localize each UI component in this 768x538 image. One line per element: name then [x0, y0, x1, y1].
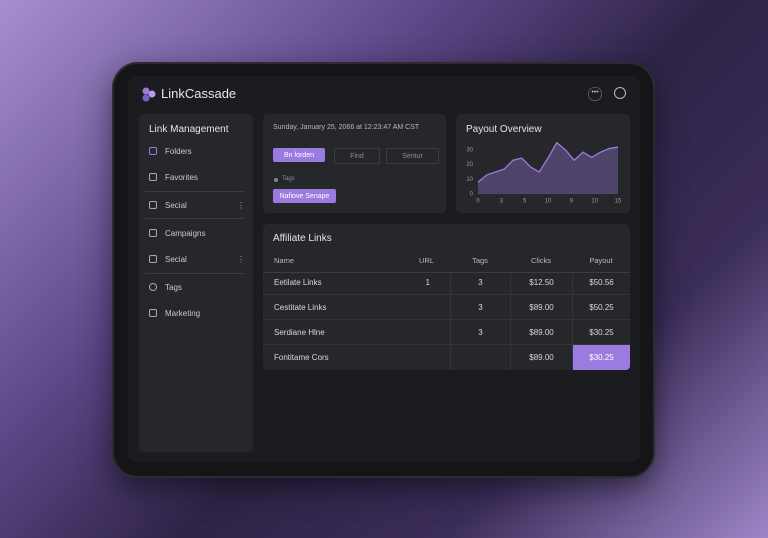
column-header: Clicks — [510, 248, 572, 273]
table-cell — [388, 320, 450, 345]
table-cell — [388, 345, 450, 370]
icon — [149, 173, 157, 181]
table-cell — [388, 295, 450, 320]
icon — [149, 147, 157, 155]
column-header: URL — [388, 248, 450, 273]
icon — [149, 229, 157, 237]
x-tick-label: 15 — [615, 199, 622, 205]
x-tick-label: 10 — [591, 199, 598, 205]
table-cell — [450, 345, 510, 370]
payout-chart: 0 10 20 30 0 3 5 10 9 10 15 — [466, 141, 622, 205]
divider — [145, 218, 245, 219]
divider — [145, 273, 245, 274]
menu-dots[interactable]: ⋮ — [237, 254, 245, 264]
table-title: Affiliate Links — [273, 233, 332, 244]
nav-item[interactable]: Marketing — [149, 304, 245, 322]
sidebar — [139, 114, 253, 452]
y-tick-label: 30 — [466, 148, 473, 154]
nav-item[interactable]: Tags — [149, 278, 245, 296]
nav-item[interactable]: Secial ⋮ — [149, 196, 245, 214]
icon — [149, 283, 157, 291]
x-tick-label: 3 — [500, 199, 504, 205]
icon — [149, 201, 157, 209]
icon — [149, 309, 157, 317]
table-cell: 1 — [388, 270, 450, 295]
profile-button[interactable] — [614, 87, 626, 99]
table-cell: 3 — [450, 295, 510, 320]
y-tick-label: 20 — [466, 162, 473, 168]
tags-label: Tags — [282, 176, 295, 182]
x-tick-label: 9 — [570, 199, 574, 205]
table-cell[interactable]: Eetilate Links — [263, 270, 388, 295]
nav-item[interactable]: Favorites — [149, 168, 245, 186]
y-tick-label: 10 — [466, 177, 473, 183]
logo — [142, 87, 156, 102]
table-cell: $30.25 — [572, 320, 630, 345]
table-panel — [263, 224, 630, 370]
label: Favorites — [165, 172, 198, 182]
nav-item[interactable]: Folders — [149, 142, 245, 160]
button[interactable]: Find — [334, 148, 380, 164]
label: Secial — [165, 200, 187, 210]
table-cell: $12.50 — [510, 270, 572, 295]
column-header: Tags — [450, 248, 510, 273]
table-cell: $50.56 — [572, 270, 630, 295]
x-tick-label: 0 — [476, 199, 480, 205]
table-cell[interactable]: Cestitate Links — [263, 295, 388, 320]
label: Marketing — [165, 308, 201, 318]
table-cell: $30.25 — [572, 345, 630, 370]
x-tick-label: 10 — [545, 199, 552, 205]
table-cell[interactable]: Fontitame Cors — [274, 353, 329, 362]
table-cell: $89.00 — [510, 345, 572, 370]
label: Tags — [165, 282, 182, 292]
table-cell: 3 — [450, 270, 510, 295]
tag-chip[interactable]: Nafiove Senape — [273, 189, 336, 203]
icon — [149, 255, 157, 263]
column-header: Payout — [572, 248, 630, 273]
x-tick-label: 5 — [523, 199, 527, 205]
label: Folders — [165, 146, 192, 156]
label: Campaigns — [165, 228, 206, 238]
button[interactable]: Sentur — [386, 148, 439, 164]
nav-item[interactable]: Secial ⋮ — [149, 250, 245, 268]
line — [477, 141, 619, 183]
table-cell: $50.25 — [572, 295, 630, 320]
chart-panel — [456, 114, 630, 213]
table-cell[interactable]: Serdiane Hlne — [263, 320, 388, 345]
table-cell: $89.00 — [510, 320, 572, 345]
datetime: Sunday, January 25, 2066 at 12:23:47 AM … — [273, 124, 420, 131]
chart-title: Payout Overview — [466, 124, 542, 135]
sidebar-title: Link Management — [149, 124, 229, 135]
app-name: LinkCassade — [161, 86, 237, 101]
table-cell: $89.00 — [510, 295, 572, 320]
column-header: Name — [263, 248, 388, 273]
area — [478, 142, 618, 194]
button[interactable]: Bn lorden — [273, 148, 325, 162]
y-tick-label: 0 — [470, 192, 474, 198]
more-button[interactable]: ••• — [588, 87, 602, 101]
label: Secial — [165, 254, 187, 264]
divider — [145, 191, 245, 192]
tags-dot — [274, 178, 278, 182]
table-cell: 3 — [450, 320, 510, 345]
menu-dots[interactable]: ⋮ — [237, 200, 245, 210]
nav-item[interactable]: Campaigns — [149, 224, 245, 242]
